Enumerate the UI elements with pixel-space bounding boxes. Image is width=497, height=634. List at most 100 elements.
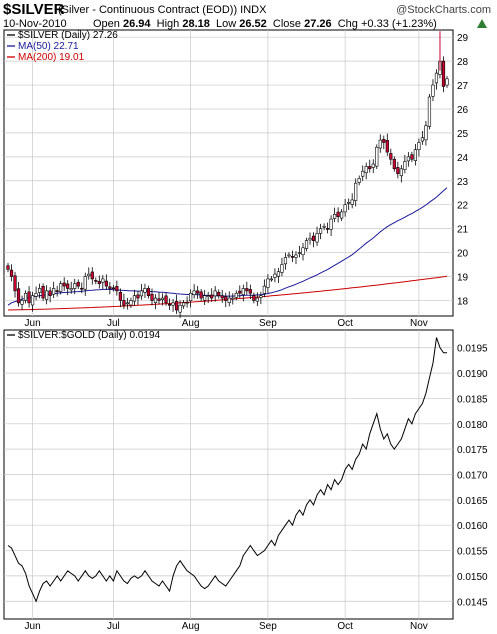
ratio-y-tick-label: 0.0155: [457, 547, 488, 558]
candle-body: [83, 276, 87, 290]
candle-body: [94, 280, 98, 282]
chart-subtitle: (Silver - Continuous Contract (EOD)) IND…: [58, 4, 267, 16]
candle-body: [73, 283, 77, 289]
price-x-tick-label: Aug: [182, 318, 200, 329]
candle-body: [59, 283, 63, 292]
candle-body: [16, 288, 21, 304]
candle-body: [287, 254, 291, 257]
candle-body: [378, 139, 382, 149]
close-value: 27.26: [304, 18, 332, 30]
candle-body: [417, 142, 421, 150]
ratio-y-tick-label: 0.0145: [457, 597, 488, 608]
candle-body: [146, 288, 151, 296]
ratio-y-tick-label: 0.0165: [457, 496, 488, 507]
ratio-x-tick-label: Jun: [25, 621, 41, 632]
ratio-x-tick-label: Aug: [182, 621, 200, 632]
ratio-y-tick-label: 0.0150: [457, 572, 488, 583]
candle-body: [41, 286, 45, 299]
open-label: Open: [93, 18, 120, 30]
candle-body: [234, 292, 238, 298]
candle-body: [375, 146, 379, 167]
candle-body: [210, 294, 214, 299]
candle-body: [399, 168, 403, 177]
candle-body: [259, 295, 263, 298]
price-x-tick-label: Jul: [107, 318, 120, 329]
candle-body: [357, 178, 361, 183]
candle-body: [427, 96, 432, 127]
candle-body: [182, 302, 186, 307]
ratio-y-tick-label: 0.0160: [457, 521, 488, 532]
candles-group: [6, 54, 449, 318]
candle-body: [382, 139, 386, 143]
candle-body: [389, 153, 393, 160]
candle-body: [241, 288, 245, 295]
candle-body: [125, 302, 130, 305]
low-label: Low: [215, 18, 237, 30]
candle-body: [213, 290, 217, 297]
candle-body: [406, 156, 410, 162]
candle-body: [129, 300, 133, 306]
candle-body: [196, 290, 200, 294]
candle-body: [76, 281, 80, 287]
price-y-tick-label: 18: [457, 296, 469, 307]
candle-body: [139, 290, 144, 297]
candle-body: [283, 257, 288, 265]
candle-body: [38, 288, 42, 293]
price-y-tick-label: 29: [457, 33, 469, 44]
candle-body: [108, 286, 112, 289]
quote-date: 10-Nov-2010: [3, 18, 67, 30]
candle-body: [171, 302, 175, 306]
candle-body: [189, 292, 193, 301]
ratio-x-tick-label: Jul: [107, 621, 120, 632]
price-legend-label: MA(200) 19.01: [18, 52, 85, 63]
candle-body: [322, 225, 326, 228]
price-legend-label: MA(50) 22.71: [18, 41, 79, 52]
candle-body: [290, 256, 295, 258]
candle-body: [420, 137, 425, 142]
candle-body: [403, 161, 407, 170]
stockcharts-logo[interactable]: @StockCharts.com: [396, 4, 491, 16]
candle-body: [413, 149, 417, 161]
candle-body: [280, 264, 284, 273]
candle-body: [238, 290, 242, 294]
candle-body: [350, 199, 354, 205]
candle-body: [304, 240, 309, 249]
candle-body: [30, 295, 35, 306]
candle-body: [248, 289, 252, 294]
candle-body: [308, 237, 312, 241]
candle-body: [336, 211, 340, 217]
candle-body: [220, 295, 224, 299]
candle-body: [224, 296, 228, 301]
candle-body: [27, 291, 31, 304]
ratio-y-tick-label: 0.0170: [457, 471, 488, 482]
price-y-tick-label: 24: [457, 153, 469, 164]
price-x-tick-label: Oct: [337, 318, 353, 329]
candle-body: [364, 166, 368, 173]
candle-body: [325, 228, 330, 230]
candle-body: [297, 252, 302, 254]
candle-body: [136, 294, 140, 299]
candle-body: [227, 297, 231, 303]
chg-value: +0.33 (+1.23%): [360, 18, 437, 30]
price-y-tick-label: 27: [457, 81, 469, 92]
candle-body: [87, 273, 91, 277]
candle-body: [252, 295, 256, 301]
candle-body: [217, 292, 221, 296]
candle-body: [276, 271, 281, 277]
price-y-tick-label: 20: [457, 249, 469, 260]
chg-label: Chg: [337, 18, 358, 30]
candle-body: [9, 269, 14, 277]
candle-body: [354, 182, 358, 201]
candle-body: [203, 295, 207, 301]
candle-body: [199, 291, 203, 299]
price-y-tick-label: 22: [457, 201, 469, 212]
ma50-line: [7, 187, 448, 306]
candle-body: [396, 167, 400, 174]
candle-body: [441, 60, 446, 87]
candle-body: [118, 292, 122, 301]
candle-body: [6, 265, 10, 270]
candle-body: [150, 293, 154, 301]
candle-body: [178, 304, 182, 313]
candle-body: [52, 288, 56, 295]
